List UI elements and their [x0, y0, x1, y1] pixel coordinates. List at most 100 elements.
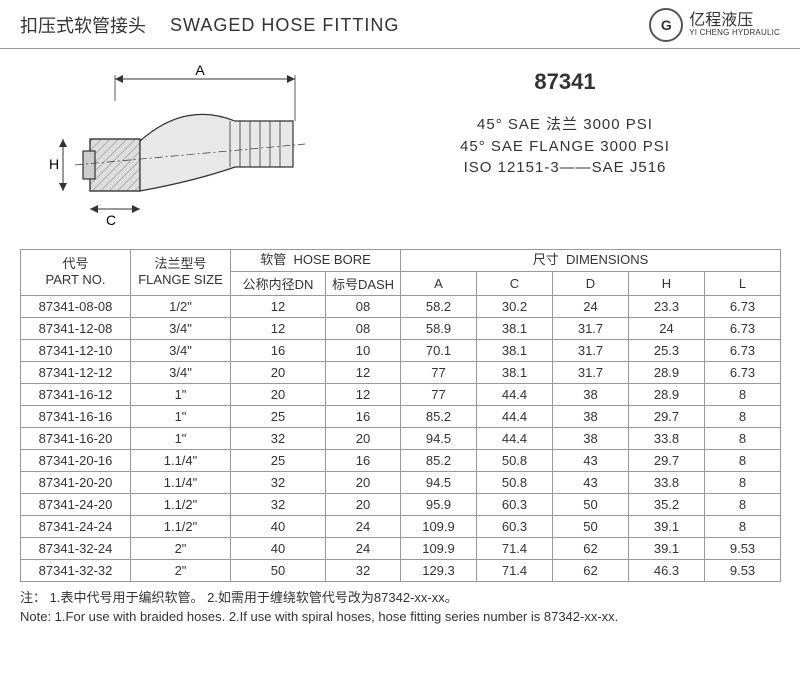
spec-column: 87341 45° SAE 法兰 3000 PSI 45° SAE FLANGE…	[350, 61, 780, 243]
logo: G 亿程液压 YI CHENG HYDRAULIC	[649, 8, 780, 42]
table-cell: 6.73	[705, 339, 781, 361]
table-cell: 28.9	[629, 361, 705, 383]
dimensions-table: 代号PART NO.法兰型号FLANGE SIZE软管 HOSE BORE尺寸 …	[20, 249, 781, 582]
table-body: 87341-08-081/2"120858.230.22423.36.73873…	[21, 295, 781, 581]
table-cell: 87341-16-12	[21, 383, 131, 405]
table-cell: 87341-20-16	[21, 449, 131, 471]
table-cell: 31.7	[553, 361, 629, 383]
brand-en: YI CHENG HYDRAULIC	[689, 29, 780, 37]
table-cell: 38.1	[477, 339, 553, 361]
table-cell: 28.9	[629, 383, 705, 405]
table-header: 法兰型号FLANGE SIZE	[131, 250, 231, 296]
table-cell: 20	[231, 383, 326, 405]
table-cell: 10	[326, 339, 401, 361]
logo-letters: G	[661, 17, 672, 33]
table-cell: 62	[553, 559, 629, 581]
table-cell: 38	[553, 383, 629, 405]
table-cell: 8	[705, 427, 781, 449]
table-row: 87341-16-121"20127744.43828.98	[21, 383, 781, 405]
part-code: 87341	[350, 69, 780, 95]
table-cell: 87341-16-16	[21, 405, 131, 427]
table-cell: 20	[326, 471, 401, 493]
table-cell: 87341-08-08	[21, 295, 131, 317]
table-cell: 44.4	[477, 405, 553, 427]
table-cell: 20	[326, 427, 401, 449]
table-cell: 24	[326, 537, 401, 559]
table-cell: 85.2	[401, 405, 477, 427]
table-subheader: D	[553, 271, 629, 295]
table-cell: 2"	[131, 559, 231, 581]
table-cell: 62	[553, 537, 629, 559]
table-subheader: H	[629, 271, 705, 295]
table-cell: 87341-32-32	[21, 559, 131, 581]
table-cell: 43	[553, 449, 629, 471]
table-cell: 24	[326, 515, 401, 537]
table-cell: 85.2	[401, 449, 477, 471]
table-cell: 20	[231, 361, 326, 383]
table-subheader: 标号DASH	[326, 271, 401, 295]
table-cell: 50.8	[477, 449, 553, 471]
table-cell: 3/4"	[131, 361, 231, 383]
upper-section: A	[0, 49, 800, 249]
table-cell: 50	[553, 493, 629, 515]
table-cell: 3/4"	[131, 317, 231, 339]
table-cell: 71.4	[477, 537, 553, 559]
table-cell: 31.7	[553, 339, 629, 361]
table-row: 87341-08-081/2"120858.230.22423.36.73	[21, 295, 781, 317]
table-cell: 8	[705, 449, 781, 471]
dim-H-label: H	[49, 156, 59, 172]
spec-line-1: 45° SAE 法兰 3000 PSI	[350, 113, 780, 134]
title-chinese: 扣压式软管接头	[20, 12, 146, 38]
table-cell: 44.4	[477, 383, 553, 405]
table-cell: 35.2	[629, 493, 705, 515]
table-head-row-1: 代号PART NO.法兰型号FLANGE SIZE软管 HOSE BORE尺寸 …	[21, 250, 781, 272]
table-cell: 1/2"	[131, 295, 231, 317]
table-cell: 43	[553, 471, 629, 493]
table-cell: 38.1	[477, 317, 553, 339]
table-cell: 29.7	[629, 405, 705, 427]
note-cn: 注： 1.表中代号用于编织软管。 2.如需用于缠绕软管代号改为87342-xx-…	[20, 588, 780, 608]
table-cell: 2"	[131, 537, 231, 559]
logo-brand: 亿程液压 YI CHENG HYDRAULIC	[689, 13, 780, 37]
table-subheader: A	[401, 271, 477, 295]
table-cell: 38	[553, 405, 629, 427]
table-cell: 6.73	[705, 295, 781, 317]
table-cell: 77	[401, 361, 477, 383]
table-cell: 109.9	[401, 515, 477, 537]
table-cell: 9.53	[705, 559, 781, 581]
table-cell: 38.1	[477, 361, 553, 383]
table-cell: 8	[705, 405, 781, 427]
table-cell: 77	[401, 383, 477, 405]
table-cell: 6.73	[705, 317, 781, 339]
table-cell: 1.1/2"	[131, 493, 231, 515]
table-cell: 24	[553, 295, 629, 317]
table-row: 87341-16-201"322094.544.43833.88	[21, 427, 781, 449]
table-cell: 87341-12-10	[21, 339, 131, 361]
table-cell: 33.8	[629, 427, 705, 449]
table-cell: 08	[326, 295, 401, 317]
dim-A-label: A	[195, 62, 205, 78]
table-header: 代号PART NO.	[21, 250, 131, 296]
table-cell: 87341-12-12	[21, 361, 131, 383]
table-row: 87341-20-161.1/4"251685.250.84329.78	[21, 449, 781, 471]
table-cell: 1.1/4"	[131, 471, 231, 493]
table-row: 87341-32-242"4024109.971.46239.19.53	[21, 537, 781, 559]
dim-C-label: C	[106, 212, 116, 228]
table-header: 尺寸 DIMENSIONS	[401, 250, 781, 272]
spec-line-3: ISO 12151-3——SAE J516	[350, 159, 780, 176]
table-cell: 8	[705, 471, 781, 493]
table-cell: 1"	[131, 383, 231, 405]
table-cell: 71.4	[477, 559, 553, 581]
table-cell: 31.7	[553, 317, 629, 339]
spec-line-2: 45° SAE FLANGE 3000 PSI	[350, 138, 780, 155]
table-subheader: C	[477, 271, 553, 295]
table-cell: 87341-24-20	[21, 493, 131, 515]
table-cell: 70.1	[401, 339, 477, 361]
table-row: 87341-20-201.1/4"322094.550.84333.88	[21, 471, 781, 493]
table-cell: 12	[231, 295, 326, 317]
table-cell: 9.53	[705, 537, 781, 559]
note-en: Note: 1.For use with braided hoses. 2.If…	[20, 607, 780, 627]
table-cell: 32	[231, 427, 326, 449]
table-cell: 24	[629, 317, 705, 339]
header: 扣压式软管接头 SWAGED HOSE FITTING G 亿程液压 YI CH…	[0, 0, 800, 49]
